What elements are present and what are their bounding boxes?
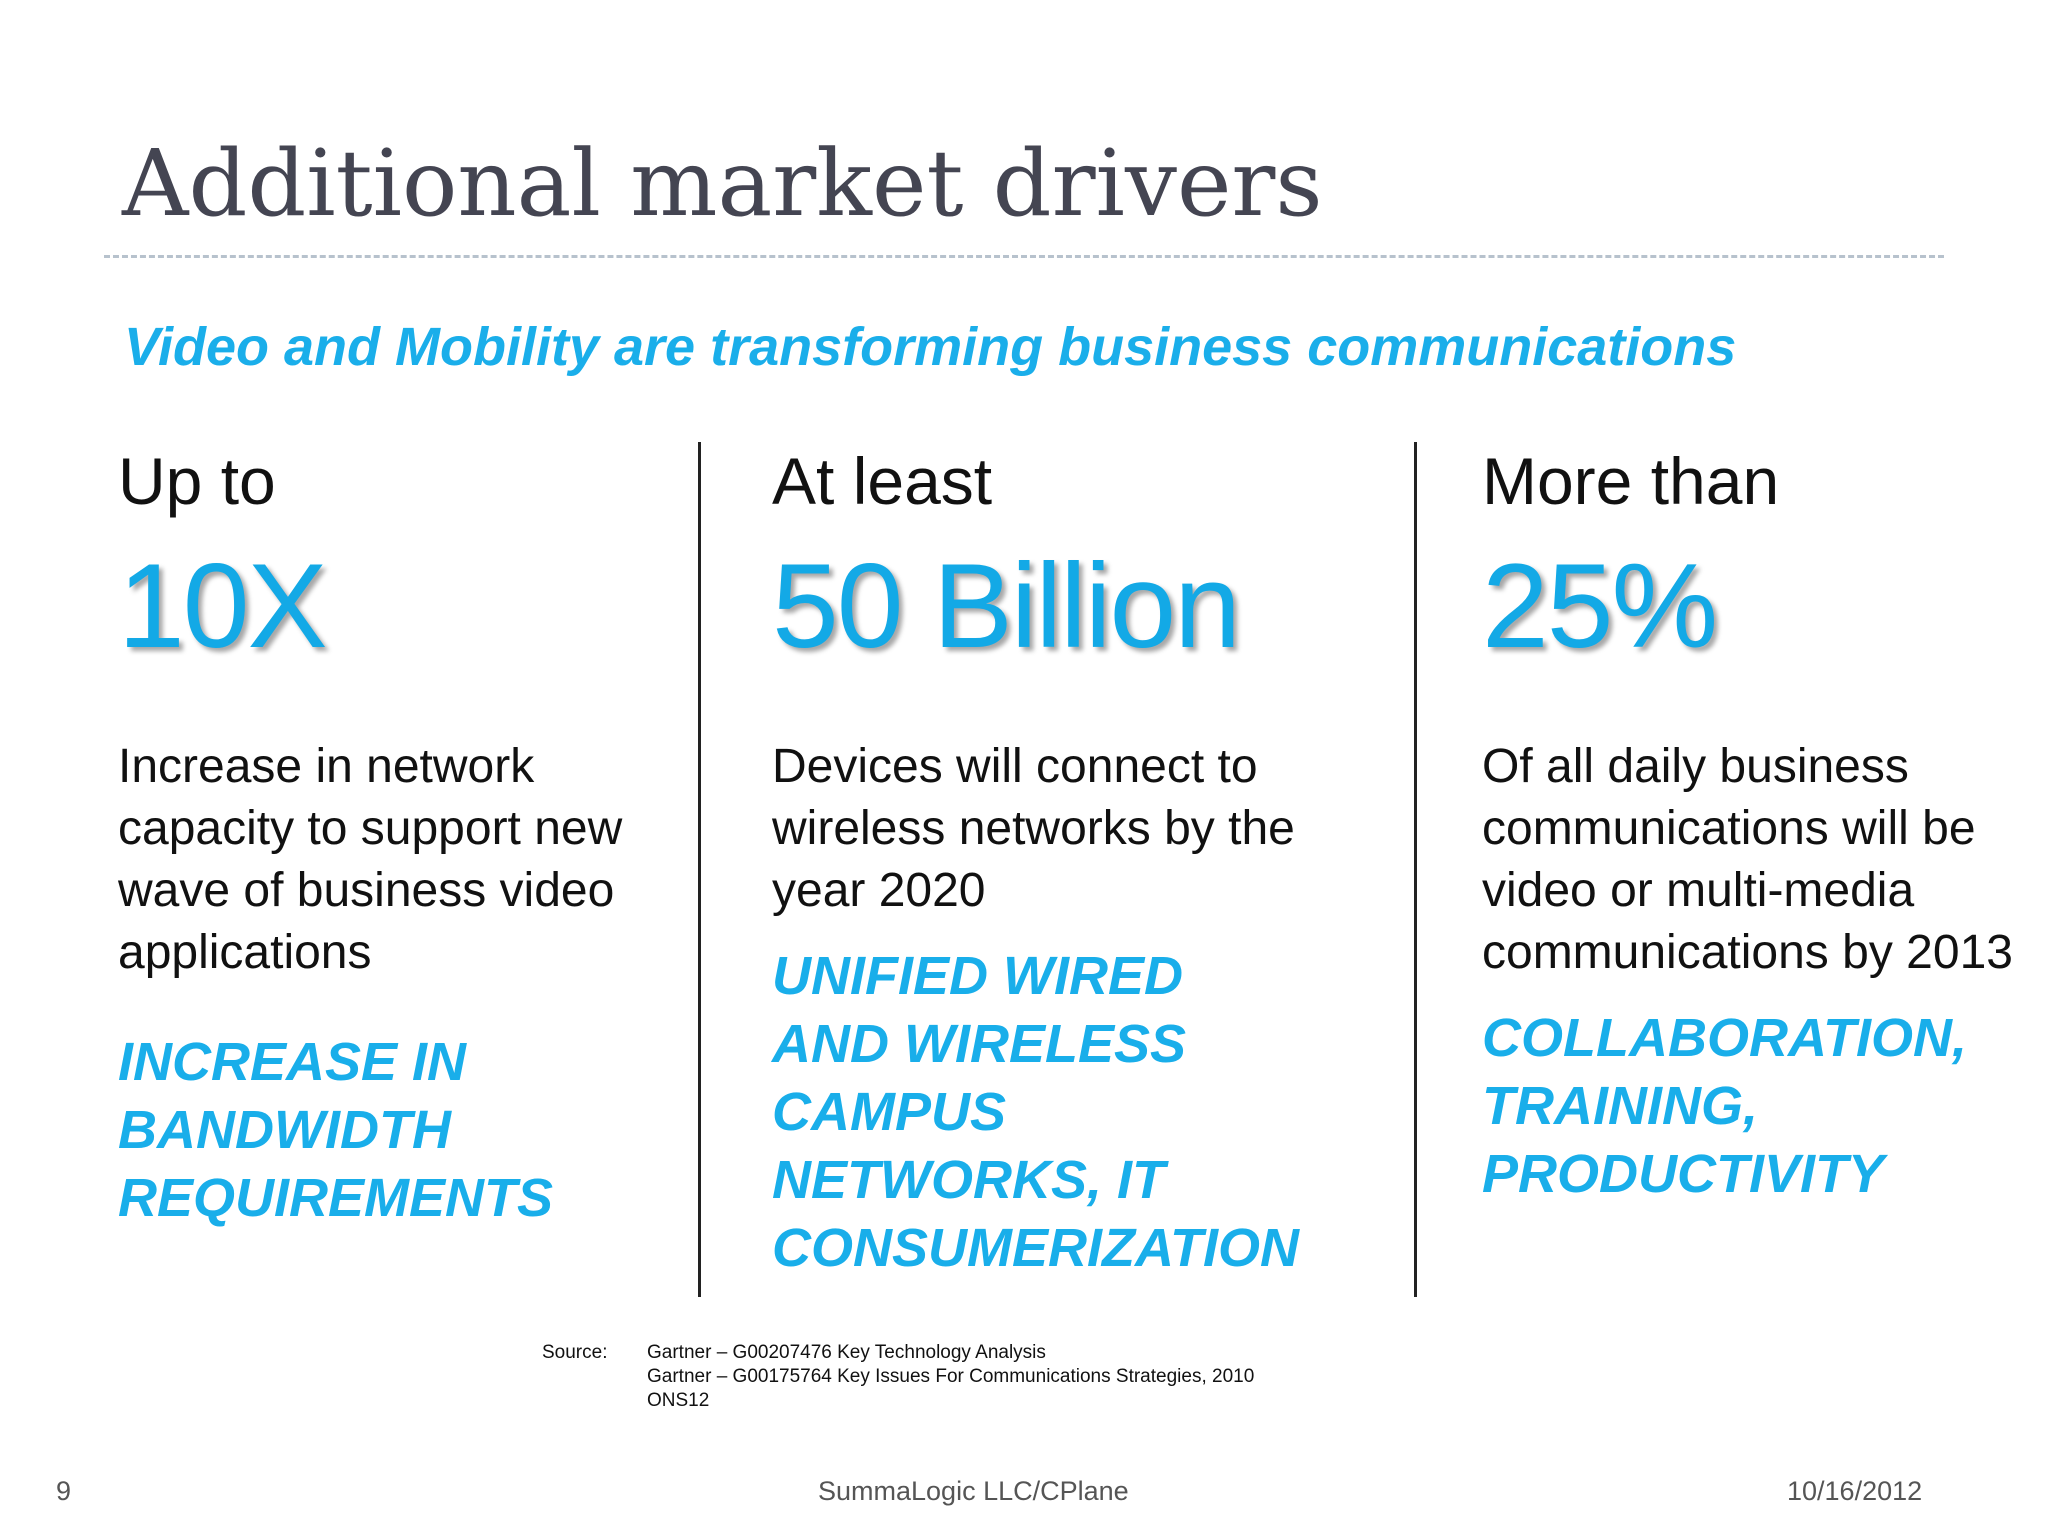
column-divider — [698, 442, 701, 1297]
source-lines: Gartner – G00207476 Key Technology Analy… — [647, 1341, 1254, 1413]
stat-emphasis: COLLABORATION, TRAINING, PRODUCTIVITY — [1482, 1004, 2022, 1208]
source-line: ONS12 — [647, 1390, 710, 1411]
slide-number: 9 — [56, 1476, 72, 1506]
stat-column-devices: At least 50 Billion Devices will connect… — [772, 440, 1392, 1282]
stat-emphasis-line: COLLABORATION, — [1482, 1008, 1967, 1068]
stat-emphasis-line: PRODUCTIVITY — [1482, 1144, 1885, 1204]
footer-company: SummaLogic LLC/CPlane — [818, 1476, 1129, 1506]
stat-figure: 10X — [118, 539, 328, 673]
stat-lead: Up to — [118, 444, 276, 518]
stat-emphasis-line: CAMPUS — [772, 1082, 1007, 1142]
slide-subtitle: Video and Mobility are transforming busi… — [124, 317, 1737, 377]
column-divider — [1414, 442, 1417, 1297]
footer-date: 10/16/2012 — [1787, 1476, 1923, 1506]
stat-emphasis-line: INCREASE IN — [118, 1032, 467, 1092]
stat-figure: 50 Billion — [772, 539, 1241, 673]
stat-emphasis-line: TRAINING, — [1482, 1076, 1758, 1136]
stat-figure: 25% — [1482, 539, 1718, 673]
source-label: Source: — [542, 1342, 608, 1363]
stat-emphasis-line: REQUIREMENTS — [118, 1168, 554, 1228]
stat-emphasis: INCREASE IN BANDWIDTH REQUIREMENTS — [118, 1028, 688, 1232]
source-line: Gartner – G00175764 Key Issues For Commu… — [647, 1366, 1255, 1387]
stat-column-bandwidth: Up to 10X Increase in network capacity t… — [118, 440, 688, 1232]
stat-emphasis-line: UNIFIED WIRED — [772, 946, 1183, 1006]
stat-emphasis-line: NETWORKS, IT — [772, 1150, 1165, 1210]
source-line: Gartner – G00207476 Key Technology Analy… — [647, 1342, 1046, 1363]
stat-description: Devices will connect to wireless network… — [772, 740, 1295, 917]
stat-lead: At least — [772, 444, 993, 518]
stat-lead: More than — [1482, 444, 1780, 518]
stat-description: Increase in network capacity to support … — [118, 740, 623, 979]
slide-title: Additional market drivers — [122, 130, 1323, 237]
stat-column-video-share: More than 25% Of all daily business comm… — [1482, 440, 2022, 1208]
stat-emphasis-line: BANDWIDTH — [118, 1100, 451, 1160]
stat-emphasis-line: AND WIRELESS — [772, 1014, 1187, 1074]
stat-description: Of all daily business communications wil… — [1482, 740, 2013, 979]
stat-emphasis-line: CONSUMERIZATION — [772, 1218, 1299, 1278]
stat-emphasis: UNIFIED WIRED AND WIRELESS CAMPUS NETWOR… — [772, 942, 1392, 1282]
title-divider — [104, 255, 1944, 258]
